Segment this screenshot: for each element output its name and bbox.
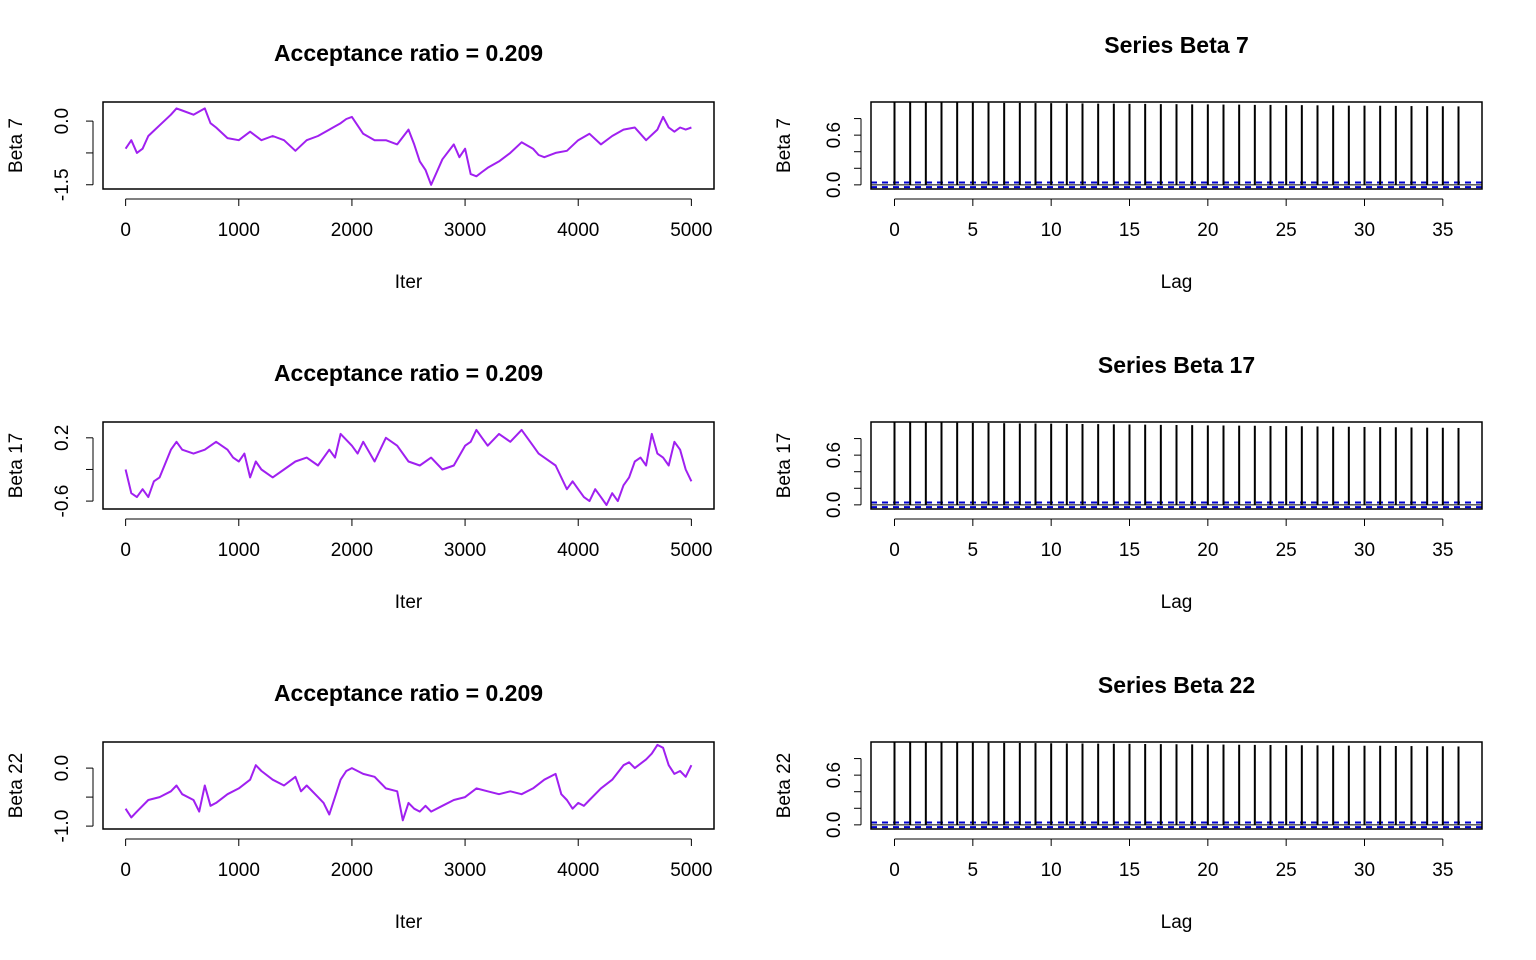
- y-tick-label: 0.6: [824, 122, 845, 148]
- x-tick-label: 5000: [670, 540, 712, 561]
- y-tick-label: 0.0: [52, 755, 73, 781]
- chart-panel-5: Acceptance ratio = 0.209 0 1000 2000 3000 400…: [6, 680, 715, 933]
- x-tick-label: 35: [1432, 860, 1453, 881]
- chart-title: Acceptance ratio = 0.209: [274, 680, 543, 706]
- x-tick-label: 0: [889, 220, 900, 241]
- chart-title: Series Beta 7: [1104, 32, 1248, 58]
- y-axis-label: Beta 22: [6, 753, 27, 819]
- x-tick-label: 0: [889, 860, 900, 881]
- x-tick-label: 25: [1276, 860, 1297, 881]
- y-tick-label: -0.6: [52, 485, 73, 518]
- y-axis-label: Beta 22: [774, 753, 795, 819]
- y-tick-label: 0.0: [824, 812, 845, 838]
- x-tick-label: 10: [1041, 540, 1062, 561]
- plot-frame: [870, 741, 1483, 830]
- x-tick-label: 3000: [444, 540, 486, 561]
- plot-frame: [870, 421, 1483, 510]
- chart-panel-3: Acceptance ratio = 0.209 0 1000 2000 3000 400…: [6, 360, 715, 613]
- chart-panel-6: Series Beta 22 0 5 10 15 20 25 30 35 Lag 0.0 0.6 Bet…: [774, 672, 1483, 933]
- x-tick-label: 1000: [218, 220, 260, 241]
- x-tick-label: 20: [1197, 860, 1218, 881]
- x-tick-label: 15: [1119, 540, 1140, 561]
- x-tick-label: 2000: [331, 860, 373, 881]
- x-tick-label: 3000: [444, 860, 486, 881]
- y-axis-label: Beta 7: [774, 118, 795, 173]
- trace-series-line: [124, 743, 693, 822]
- chart-title: Series Beta 17: [1098, 352, 1255, 378]
- x-tick-label: 1000: [218, 540, 260, 561]
- x-tick-label: 30: [1354, 540, 1375, 561]
- x-axis-label: Lag: [1161, 912, 1193, 933]
- y-tick-label: 0.0: [824, 492, 845, 518]
- chart-title: Acceptance ratio = 0.209: [274, 360, 543, 386]
- x-tick-label: 5000: [670, 860, 712, 881]
- x-tick-label: 0: [120, 220, 131, 241]
- x-tick-label: 25: [1276, 220, 1297, 241]
- plot-frame: [870, 101, 1483, 190]
- x-tick-label: 10: [1041, 220, 1062, 241]
- x-tick-label: 1000: [218, 860, 260, 881]
- chart-panel-1: Acceptance ratio = 0.209 0 1000 2000 3000 400…: [6, 40, 715, 293]
- x-tick-label: 5: [968, 540, 979, 561]
- x-tick-label: 2000: [331, 220, 373, 241]
- x-tick-label: 5000: [670, 220, 712, 241]
- y-tick-label: 0.0: [52, 108, 73, 134]
- x-tick-label: 15: [1119, 220, 1140, 241]
- x-tick-label: 20: [1197, 540, 1218, 561]
- x-tick-label: 5: [968, 220, 979, 241]
- y-tick-label: 0.2: [52, 425, 73, 451]
- chart-title: Acceptance ratio = 0.209: [274, 40, 543, 66]
- y-tick-label: 0.6: [824, 762, 845, 788]
- x-tick-label: 4000: [557, 220, 599, 241]
- x-tick-label: 35: [1432, 540, 1453, 561]
- plot-frame: [102, 741, 715, 830]
- y-tick-label: -1.0: [52, 810, 73, 843]
- x-tick-label: 0: [120, 860, 131, 881]
- x-tick-label: 30: [1354, 220, 1375, 241]
- chart-title: Series Beta 22: [1098, 672, 1255, 698]
- trace-series-line: [124, 107, 692, 186]
- y-axis-label: Beta 17: [6, 433, 27, 499]
- x-axis-label: Lag: [1161, 592, 1193, 613]
- y-tick-label: -1.5: [52, 168, 73, 201]
- x-tick-label: 0: [889, 540, 900, 561]
- x-tick-label: 4000: [557, 860, 599, 881]
- x-tick-label: 2000: [331, 540, 373, 561]
- x-axis-label: Iter: [395, 592, 423, 613]
- y-tick-label: 0.0: [824, 172, 845, 198]
- trace-series-line: [124, 428, 693, 506]
- x-tick-label: 30: [1354, 860, 1375, 881]
- x-axis-label: Iter: [395, 912, 423, 933]
- x-tick-label: 35: [1432, 220, 1453, 241]
- chart-panel-2: Series Beta 7 0 5 10 15 20 25 30 35 Lag 0.0 0.6 Beta…: [774, 32, 1483, 293]
- plot-frame: [102, 421, 715, 510]
- x-tick-label: 3000: [444, 220, 486, 241]
- x-tick-label: 25: [1276, 540, 1297, 561]
- y-axis-label: Beta 7: [6, 118, 27, 173]
- x-tick-label: 15: [1119, 860, 1140, 881]
- x-axis-label: Iter: [395, 272, 423, 293]
- plot-frame: [102, 101, 715, 190]
- x-tick-label: 4000: [557, 540, 599, 561]
- x-tick-label: 0: [120, 540, 131, 561]
- y-axis-label: Beta 17: [774, 433, 795, 499]
- y-tick-label: 0.6: [824, 442, 845, 468]
- chart-panel-4: Series Beta 17 0 5 10 15 20 25 30 35 Lag 0.0 0.6 Bet…: [774, 352, 1483, 613]
- x-axis-label: Lag: [1161, 272, 1193, 293]
- x-tick-label: 5: [968, 860, 979, 881]
- x-tick-label: 20: [1197, 220, 1218, 241]
- x-tick-label: 10: [1041, 860, 1062, 881]
